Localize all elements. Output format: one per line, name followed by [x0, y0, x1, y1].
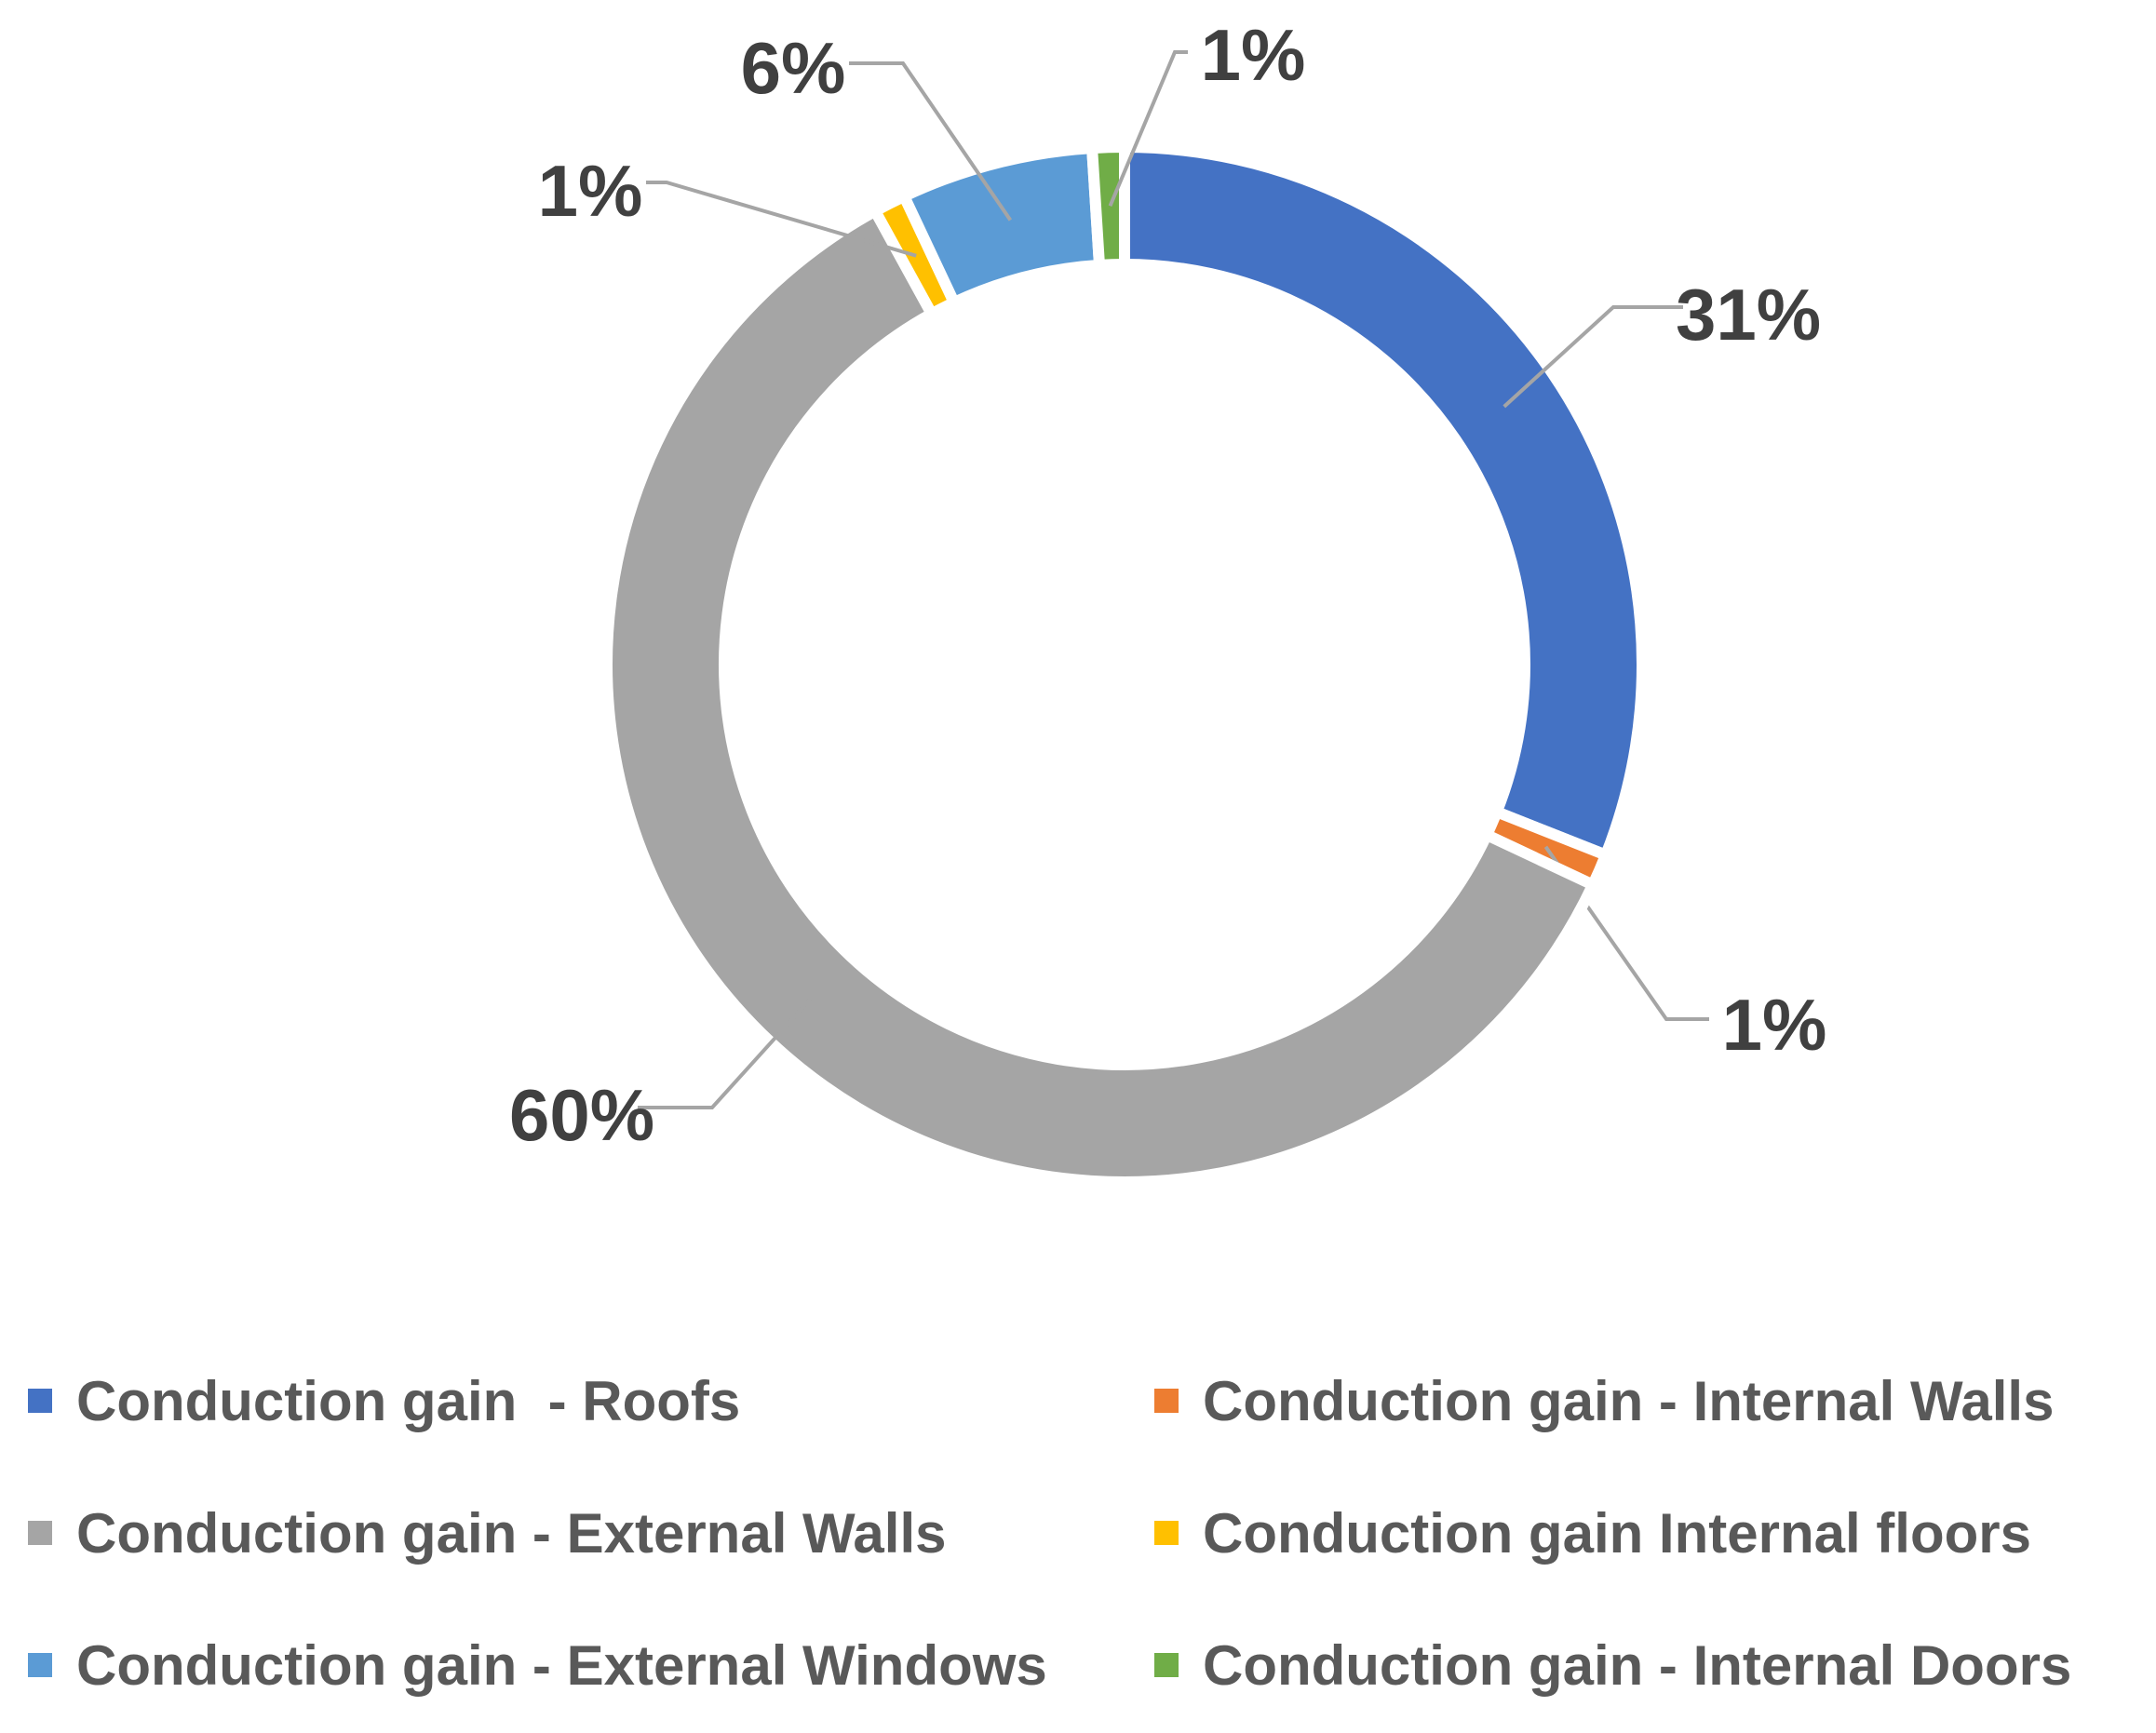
legend-item-external-walls: Conduction gain - External Walls [28, 1496, 1154, 1570]
legend-label-internal-doors: Conduction gain - Internal Doors [1203, 1633, 2072, 1697]
leader-line-external-walls [638, 998, 813, 1109]
legend-swatch-internal-floors [1154, 1521, 1179, 1545]
legend-swatch-external-windows [28, 1653, 52, 1677]
legend-label-internal-floors: Conduction gain Internal floors [1203, 1501, 2031, 1565]
donut-slice-internal-doors [1085, 141, 1130, 272]
leader-line-internal-doors [1108, 50, 1188, 208]
data-label-external-windows: 6% [741, 27, 846, 109]
data-label-internal-walls: 1% [1722, 984, 1827, 1066]
legend-label-internal-walls: Conduction gain - Internal Walls [1203, 1369, 2055, 1432]
legend-item-roofs: Conduction gain - Roofs [28, 1364, 1154, 1438]
data-label-internal-doors: 1% [1201, 14, 1306, 96]
legend-swatch-roofs [28, 1389, 52, 1413]
legend-swatch-external-walls [28, 1521, 52, 1545]
donut-slice-external-walls [601, 203, 1601, 1188]
legend-item-external-windows: Conduction gain - External Windows [28, 1628, 1154, 1702]
legend-swatch-internal-doors [1154, 1653, 1179, 1677]
legend-label-external-walls: Conduction gain - External Walls [76, 1501, 947, 1565]
data-label-internal-floors: 1% [538, 150, 643, 232]
legend-item-internal-walls: Conduction gain - Internal Walls [1154, 1364, 2150, 1438]
legend-item-internal-floors: Conduction gain Internal floors [1154, 1496, 2150, 1570]
data-label-external-walls: 60% [509, 1074, 654, 1156]
donut-slice-roofs [1119, 141, 1648, 863]
legend-label-external-windows: Conduction gain - External Windows [76, 1633, 1047, 1697]
leader-line-roofs [1502, 305, 1683, 409]
legend: Conduction gain - Roofs Conduction gain … [28, 1364, 2150, 1702]
legend-label-roofs: Conduction gain - Roofs [76, 1369, 741, 1432]
data-label-roofs: 31% [1676, 274, 1821, 356]
leader-line-internal-floors [646, 181, 917, 258]
leader-line-external-windows [849, 61, 1013, 222]
legend-swatch-internal-walls [1154, 1389, 1179, 1413]
legend-item-internal-doors: Conduction gain - Internal Doors [1154, 1628, 2150, 1702]
